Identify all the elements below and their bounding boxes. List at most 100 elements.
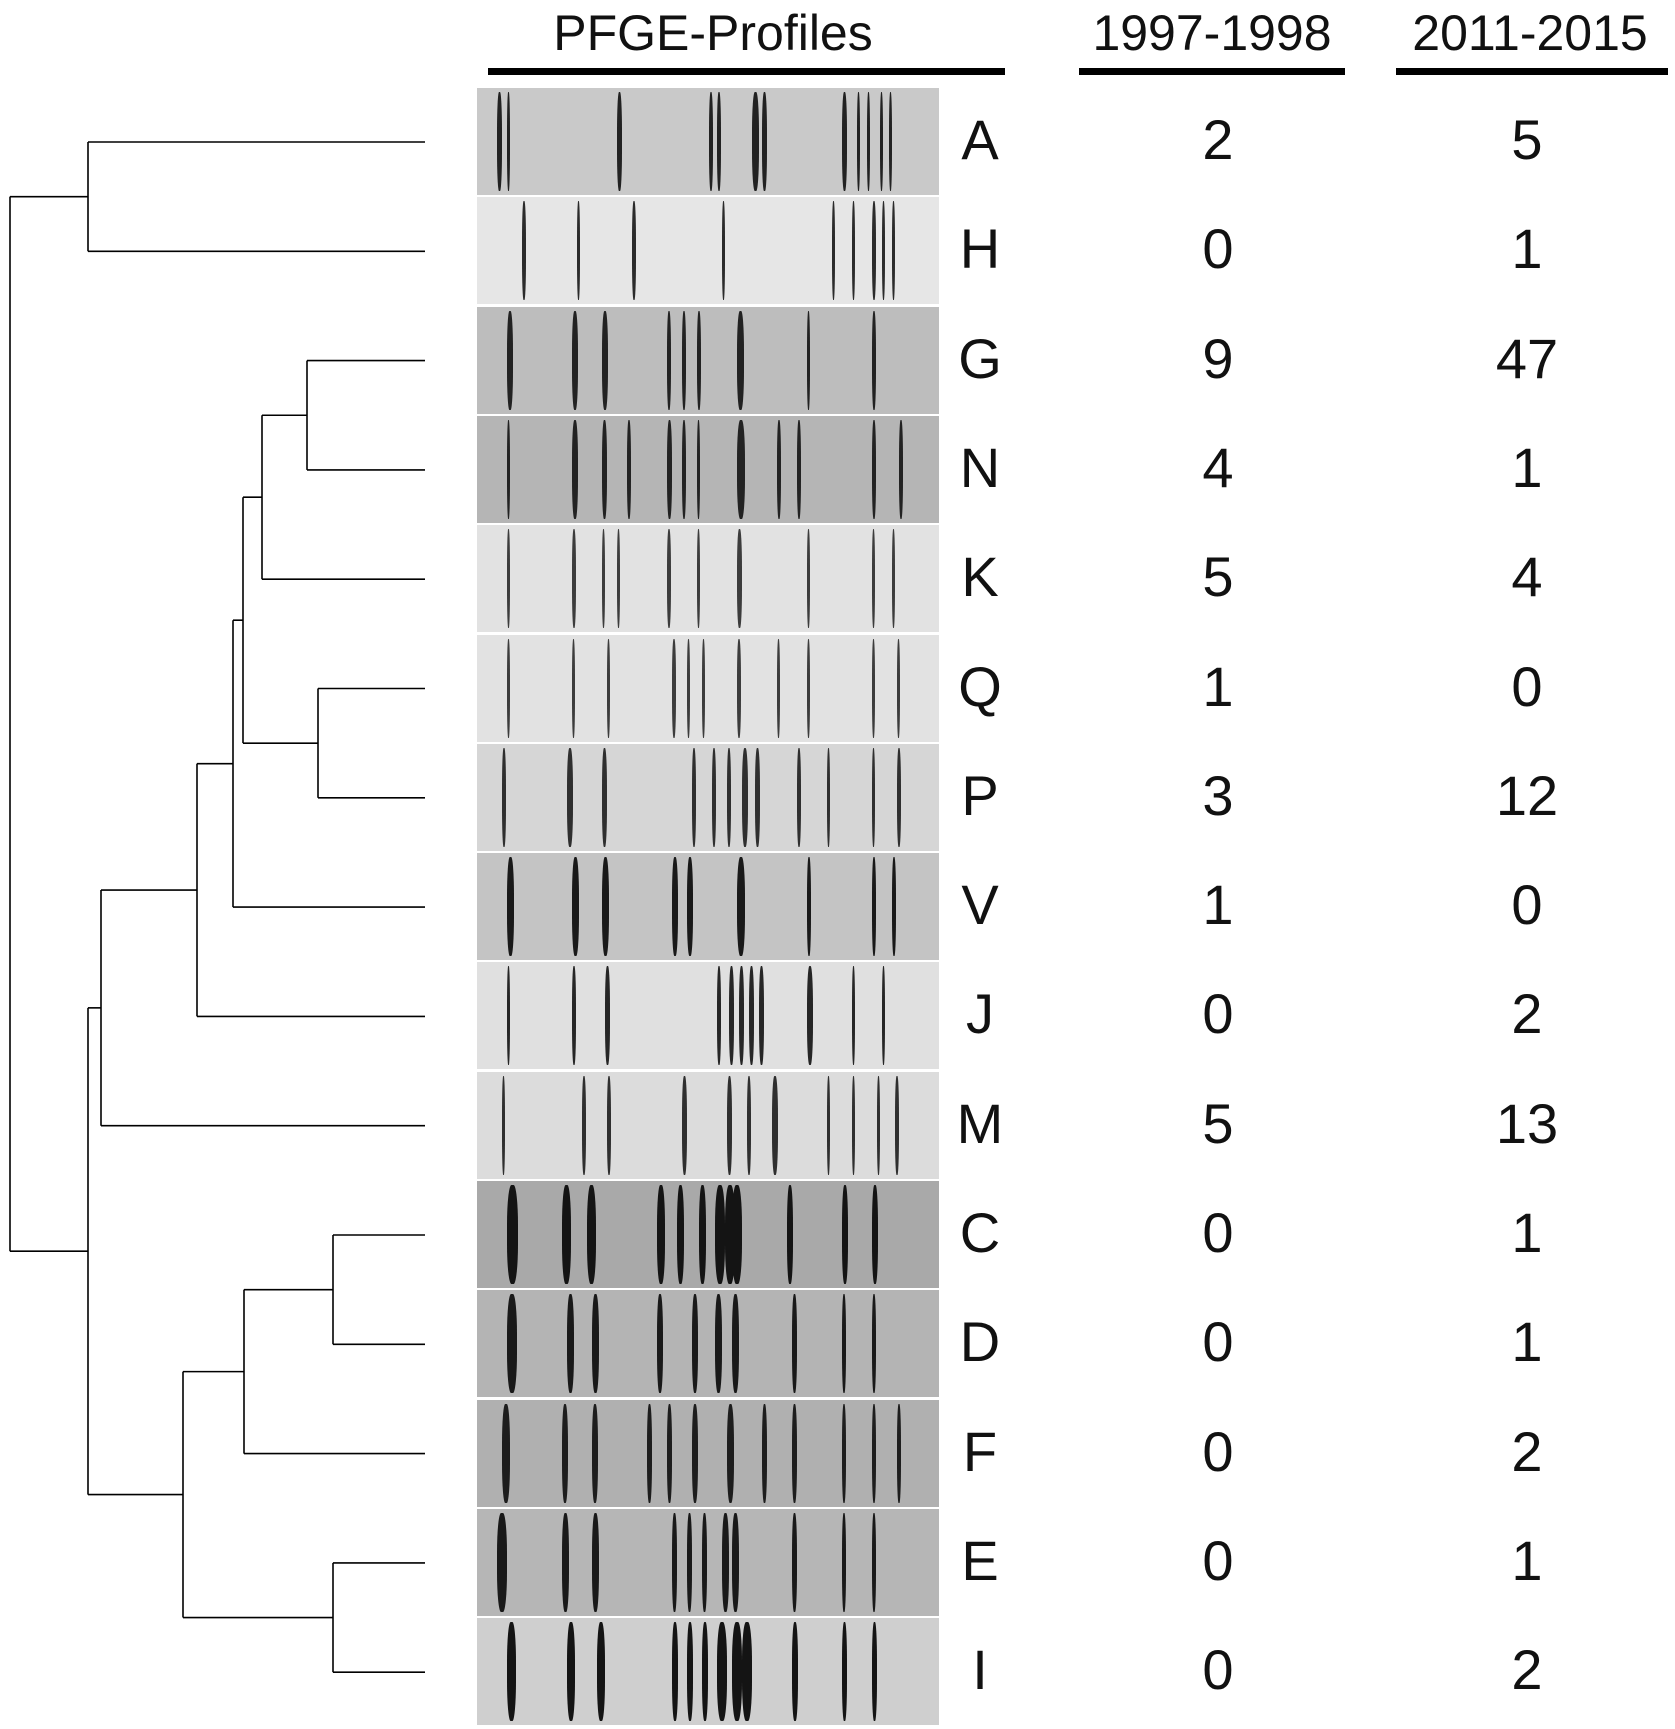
gel-band: [715, 1294, 722, 1394]
gel-band: [727, 1075, 732, 1175]
gel-band: [562, 1512, 569, 1612]
gel-band: [572, 966, 576, 1066]
gel-band: [602, 529, 605, 629]
gel-band: [507, 1622, 516, 1722]
gel-lane-p: [477, 743, 939, 851]
lane-label-c: C: [959, 1201, 1001, 1264]
gel-lane-h: [477, 197, 939, 305]
count-1997-1998-k: 5: [1202, 545, 1234, 609]
gel-band: [737, 529, 742, 629]
gel-band: [792, 1294, 797, 1394]
gel-band: [722, 201, 725, 301]
gel-band: [777, 638, 780, 738]
gel-band: [507, 92, 510, 191]
gel-band: [627, 419, 631, 519]
gel-band: [702, 638, 705, 738]
count-1997-1998-g: 9: [1202, 326, 1234, 390]
lane-label-k: K: [961, 545, 999, 609]
gel-band: [755, 747, 760, 847]
gel-band: [722, 1512, 729, 1612]
gel-band: [699, 1185, 706, 1284]
gel-band: [872, 529, 875, 629]
gel-band: [772, 1075, 778, 1175]
gel-band: [842, 1185, 848, 1284]
gel-band: [672, 638, 676, 738]
count-1997-1998-p: 3: [1202, 763, 1234, 827]
lane-label-h: H: [959, 217, 1001, 281]
gel-band: [747, 1075, 751, 1175]
gel-band: [507, 966, 510, 1066]
gel-band: [857, 92, 860, 191]
gel-band: [592, 1403, 598, 1503]
count-1997-1998-h: 0: [1202, 217, 1234, 281]
gel-band: [672, 857, 678, 957]
gel-lane-d: [477, 1290, 939, 1398]
gel-band: [792, 1512, 797, 1612]
gel-band: [807, 529, 810, 629]
gel-band: [732, 1294, 739, 1394]
lane-label-g: G: [958, 326, 1002, 390]
gel-band: [562, 1403, 568, 1503]
gel-band: [852, 201, 855, 301]
gel-band: [607, 1075, 611, 1175]
gel-lane-a: [477, 88, 939, 195]
gel-band: [572, 638, 575, 738]
gel-band: [732, 1512, 739, 1612]
gel-band: [797, 419, 801, 519]
gel-band: [792, 1403, 797, 1503]
header-rule-period2: [1396, 68, 1668, 75]
gel-band: [762, 92, 767, 191]
count-2011-2015-i: 2: [1511, 1638, 1543, 1702]
count-2011-2015-c: 1: [1511, 1201, 1543, 1264]
gel-band: [682, 310, 686, 410]
gel-band: [597, 1622, 605, 1722]
count-2011-2015-m: 13: [1495, 1091, 1559, 1155]
gel-band: [899, 419, 903, 519]
gel-band: [897, 1403, 901, 1503]
count-1997-1998-n: 4: [1202, 435, 1234, 499]
gel-band: [712, 747, 716, 847]
header-rule-period1: [1079, 68, 1345, 75]
count-2011-2015-e: 1: [1511, 1528, 1543, 1592]
gel-band: [872, 1622, 877, 1722]
count-1997-1998-j: 0: [1202, 982, 1234, 1046]
gel-band: [672, 1622, 678, 1722]
gel-band: [657, 1185, 665, 1284]
gel-band: [497, 92, 502, 191]
count-2011-2015-q: 0: [1511, 654, 1543, 718]
gel-band: [807, 857, 811, 957]
gel-band: [827, 1075, 830, 1175]
gel-band: [872, 1294, 876, 1394]
gel-band: [832, 201, 835, 301]
count-1997-1998-q: 1: [1202, 654, 1234, 718]
gel-band: [732, 1622, 742, 1722]
lane-label-f: F: [962, 1419, 998, 1483]
gel-band: [709, 92, 713, 191]
gel-band: [567, 747, 573, 847]
count-2011-2015-n: 1: [1511, 435, 1543, 499]
gel-band: [892, 201, 895, 301]
gel-band: [872, 1512, 876, 1612]
gel-band: [889, 92, 892, 191]
gel-band: [497, 1512, 507, 1612]
gel-band: [682, 1075, 687, 1175]
count-2011-2015-k: 4: [1511, 545, 1543, 609]
gel-band: [692, 1403, 698, 1503]
gel-band: [807, 966, 813, 1066]
gel-lane-e: [477, 1508, 939, 1616]
gel-lane-c: [477, 1181, 939, 1288]
gel-lane-k: [477, 525, 939, 633]
gel-band: [605, 966, 610, 1066]
count-1997-1998-c: 0: [1202, 1201, 1234, 1264]
lane-label-n: N: [959, 435, 1001, 499]
gel-band: [507, 638, 510, 738]
count-1997-1998-e: 0: [1202, 1528, 1234, 1592]
gel-band: [742, 747, 748, 847]
gel-band: [742, 1622, 752, 1722]
gel-band: [895, 1075, 899, 1175]
gel-band: [892, 857, 896, 957]
gel-band: [572, 529, 576, 629]
gel-band: [592, 1512, 599, 1612]
gel-band: [717, 92, 721, 191]
gel-band: [807, 638, 810, 738]
